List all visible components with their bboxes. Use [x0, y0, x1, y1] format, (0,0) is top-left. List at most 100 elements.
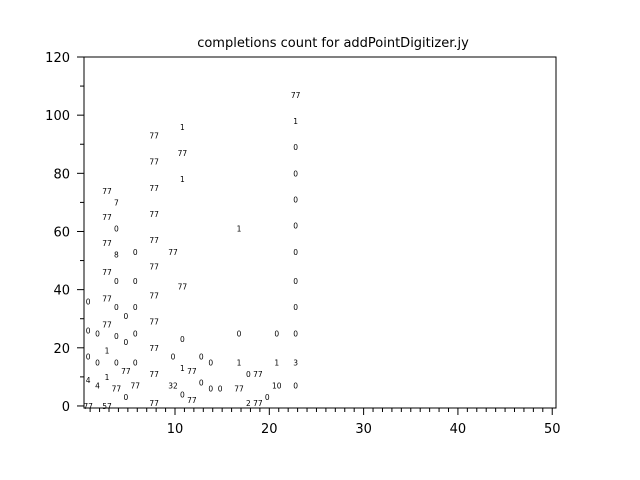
point-label: 77 [149, 318, 159, 327]
point-label: 77 [112, 385, 122, 394]
point-label: 77 [102, 187, 112, 196]
point-label: 0 [293, 195, 298, 204]
point-label: 1 [293, 117, 298, 126]
point-label: 0 [237, 329, 242, 338]
y-tick-label: 20 [53, 342, 70, 357]
point-label: 0 [86, 326, 91, 335]
point-label: 77 [149, 184, 159, 193]
point-label: 0 [180, 335, 185, 344]
x-tick-label: 50 [544, 422, 561, 437]
point-label: 77 [83, 402, 93, 411]
y-tick-label: 60 [53, 225, 70, 240]
point-label: 0 [218, 385, 223, 394]
point-label: 0 [133, 303, 138, 312]
point-label: 77 [149, 262, 159, 271]
point-label: 1 [180, 123, 185, 132]
point-label: 77 [253, 370, 263, 379]
point-label: 0 [95, 329, 100, 338]
point-label: 77 [102, 268, 112, 277]
point-label: 77 [102, 294, 112, 303]
point-label: 10 [272, 382, 282, 391]
point-label: 3 [293, 358, 298, 367]
point-label: 0 [208, 385, 213, 394]
point-label: 77 [149, 158, 159, 167]
point-label: 0 [208, 358, 213, 367]
point-label: 0 [246, 370, 251, 379]
point-label: 32 [168, 382, 178, 391]
point-label: 0 [114, 332, 119, 341]
point-label: 0 [293, 382, 298, 391]
point-label: 0 [171, 353, 176, 362]
point-label: 77 [149, 132, 159, 141]
point-label: 1 [105, 373, 110, 382]
point-label: 77 [291, 91, 301, 100]
point-label: 77 [149, 370, 159, 379]
x-tick-label: 30 [355, 422, 372, 437]
point-label: 8 [114, 251, 119, 260]
point-label: 0 [180, 390, 185, 399]
point-label: 1 [274, 358, 279, 367]
point-label: 77 [149, 399, 159, 408]
point-label: 77 [102, 239, 112, 248]
point-label: 0 [133, 248, 138, 257]
point-label: 0 [293, 277, 298, 286]
point-label: 0 [123, 338, 128, 347]
point-label: 0 [114, 358, 119, 367]
point-label: 4 [86, 376, 91, 385]
point-label: 0 [86, 297, 91, 306]
point-label: 77 [102, 213, 112, 222]
point-label: 77 [149, 344, 159, 353]
point-label: 77 [253, 399, 263, 408]
point-label: 0 [199, 353, 204, 362]
point-label: 0 [265, 393, 270, 402]
point-label: 77 [121, 367, 131, 376]
point-label: 0 [86, 353, 91, 362]
y-tick-label: 0 [62, 400, 70, 415]
point-label: 0 [293, 248, 298, 257]
chart-title: completions count for addPointDigitizer.… [197, 36, 469, 51]
point-label: 0 [293, 329, 298, 338]
point-label: 7 [114, 198, 119, 207]
point-label: 0 [293, 143, 298, 152]
plot-area-frame [83, 56, 557, 409]
point-label: 77 [178, 149, 188, 158]
point-label: 77 [187, 396, 197, 405]
point-label: 1 [180, 364, 185, 373]
x-tick-label: 40 [450, 422, 467, 437]
point-label: 1 [105, 347, 110, 356]
point-label: 1 [237, 225, 242, 234]
point-label: 77 [149, 236, 159, 245]
point-label: 0 [123, 312, 128, 321]
y-tick-label: 80 [53, 167, 70, 182]
point-label: 77 [234, 385, 244, 394]
point-label: 0 [123, 393, 128, 402]
point-label: 2 [246, 399, 251, 408]
point-label: 0 [293, 169, 298, 178]
point-label: 0 [133, 277, 138, 286]
point-label: 0 [133, 358, 138, 367]
point-label: 0 [293, 303, 298, 312]
y-tick-label: 100 [45, 109, 70, 124]
point-label: 77 [149, 291, 159, 300]
point-label: 77 [131, 382, 141, 391]
point-label: 1 [180, 175, 185, 184]
point-label: 0 [114, 277, 119, 286]
point-label: 57 [102, 402, 112, 411]
point-label: 0 [133, 329, 138, 338]
point-label: 0 [114, 225, 119, 234]
point-label: 1 [237, 358, 242, 367]
point-label: 0 [114, 303, 119, 312]
point-label: 77 [187, 367, 197, 376]
point-label: 77 [178, 283, 188, 292]
point-label: 0 [293, 222, 298, 231]
y-tick-label: 40 [53, 284, 70, 299]
point-label: 0 [95, 358, 100, 367]
point-label: 0 [274, 329, 279, 338]
point-label: 4 [95, 382, 100, 391]
x-tick-label: 10 [167, 422, 184, 437]
y-tick-label: 120 [45, 51, 70, 66]
point-label: 77 [168, 248, 178, 257]
point-label: 77 [149, 210, 159, 219]
x-tick-label: 20 [261, 422, 278, 437]
